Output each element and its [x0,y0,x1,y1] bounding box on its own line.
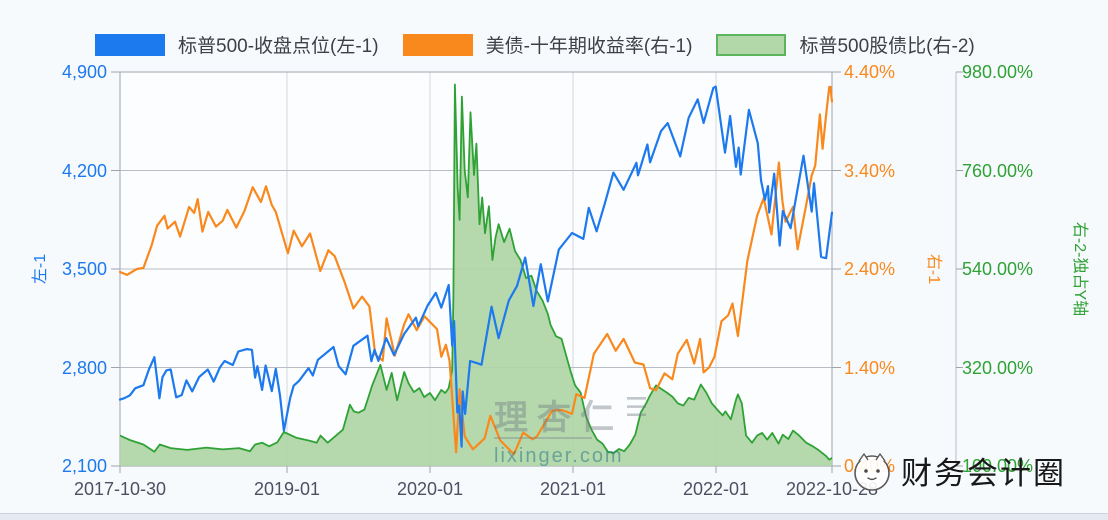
series-line-标普500-收盘点位(左-1) [118,85,834,448]
bottom-strip [0,513,1108,520]
y-tick-label-2.40%: 2.40% [844,259,896,279]
right-axis-2-title: 右-2-独占Y轴 [1071,221,1088,317]
x-tick-label-2020-01: 2020-01 [396,479,464,499]
y-tick-label-1.40%: 1.40% [844,357,896,378]
legend-label-1: 美债-十年期收益率(右-1) [485,36,693,57]
legend-item-0[interactable]: 标普500-收盘点位(左-1) [95,31,379,58]
legend-swatch-1 [402,33,473,56]
x-tick-label-2019-01: 2019-01 [253,479,321,499]
y-tick-label-4,900: 4,900 [61,62,107,82]
right-axis-1-title: 右-1 [925,253,942,285]
y-tick-label-3.40%: 3.40% [844,160,896,181]
series-area-标普500股债比(右-2) [120,84,832,466]
series-line-标普500股债比(右-2) [119,83,833,461]
y-tick-label-760.00%: 760.00% [962,160,1034,181]
brand-text: 财务会计圈 [901,456,1066,491]
legend-swatch-0 [95,33,165,56]
y-tick-label-4,200: 4,200 [61,160,107,181]
x-tick-label-2022-01: 2022-01 [682,479,750,499]
y-tick-label-980.00%: 980.00% [962,62,1034,82]
y-tick-label-4.40%: 4.40% [844,62,896,82]
y-tick-label-2,800: 2,800 [61,357,107,378]
legend-label-2: 标普500股债比(右-2) [799,36,975,57]
legend-label-0: 标普500-收盘点位(左-1) [178,36,379,57]
brand-badge: 财务会计圈 [851,448,1066,493]
legend-item-1[interactable]: 美债-十年期收益率(右-1) [402,31,693,58]
y-tick-label-3,500: 3,500 [61,259,107,279]
legend: 标普500-收盘点位(左-1) 美债-十年期收益率(右-1) 标普500股债比(右-… [95,31,975,58]
x-tick-label-2021-01: 2021-01 [539,479,607,499]
y-tick-label-320.00%: 320.00% [962,357,1034,378]
left-axis-title: 左-1 [32,253,49,285]
series-line-美债-十年期收益率(右-1) [118,85,834,456]
x-tick-label-2017-10-30: 2017-10-30 [73,479,167,499]
y-tick-label-100.00%: 100.00% [962,456,1034,476]
y-tick-label-2,100: 2,100 [61,456,107,476]
brand-mascot-icon [854,452,890,491]
legend-item-2[interactable]: 标普500股债比(右-2) [716,31,975,58]
legend-swatch-2 [716,33,787,56]
y-tick-label-540.00%: 540.00% [962,259,1034,279]
x-tick-label-2022-10-28: 2022-10-28 [785,479,879,499]
